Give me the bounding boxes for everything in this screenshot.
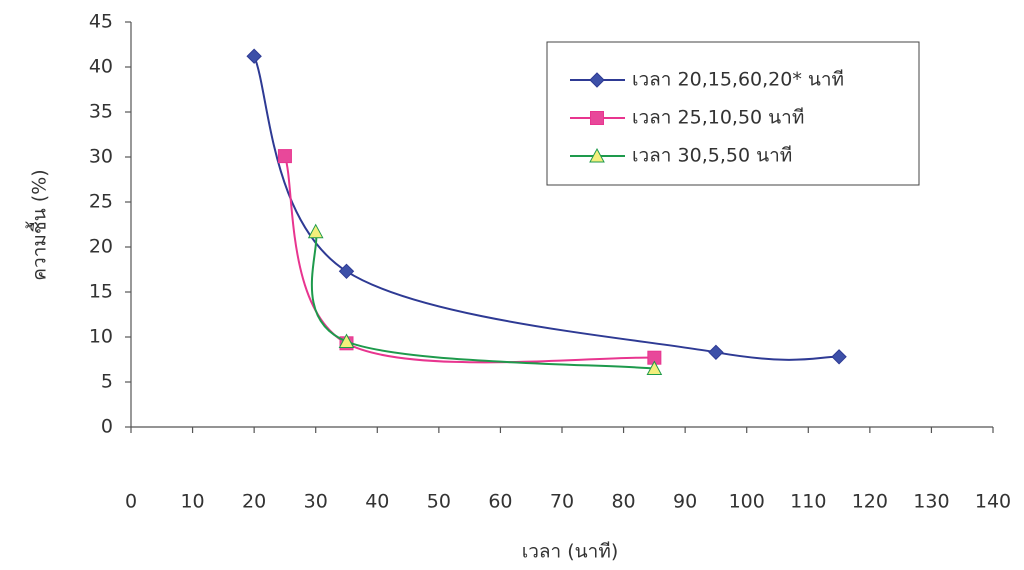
y-tick-label: 35 (89, 101, 113, 123)
y-tick-label: 20 (89, 236, 113, 258)
x-axis-label: เวลา (นาที) (522, 541, 619, 563)
legend-marker (591, 112, 604, 125)
chart: เวลา (นาที) ความชื้น (%) 0 5 10 15 20 25 30 35 4… (0, 0, 1024, 570)
x-tick-label: 70 (550, 491, 574, 513)
y-axis-label: ความชื้น (%) (26, 169, 51, 280)
y-tick-label: 10 (89, 326, 113, 348)
legend-label: เวลา 20,15,60,20* นาที (632, 69, 844, 91)
legend-label: เวลา 30,5,50 นาที (632, 145, 792, 167)
x-tick-label: 110 (790, 491, 826, 513)
y-tick-label: 25 (89, 191, 113, 213)
x-tick-label: 40 (365, 491, 389, 513)
x-tick-label: 130 (913, 491, 949, 513)
y-tick-label: 0 (101, 416, 113, 438)
x-tick-label: 20 (242, 491, 266, 513)
marker (278, 150, 291, 163)
y-tick-label: 40 (89, 56, 113, 78)
y-tick-label: 5 (101, 371, 113, 393)
x-tick-label: 60 (488, 491, 512, 513)
y-tick-label: 30 (89, 146, 113, 168)
x-tick-label: 100 (729, 491, 765, 513)
x-tick-label: 10 (180, 491, 204, 513)
page: เวลา (นาที) ความชื้น (%) 0 5 10 15 20 25 30 35 4… (0, 0, 1024, 570)
y-tick-label: 45 (89, 11, 113, 33)
x-tick-label: 90 (673, 491, 697, 513)
legend-label: เวลา 25,10,50 นาที (632, 107, 804, 129)
x-tick-label: 50 (427, 491, 451, 513)
background (0, 0, 1024, 570)
y-tick-label: 15 (89, 281, 113, 303)
x-tick-label: 140 (975, 491, 1011, 513)
x-tick-label: 80 (611, 491, 635, 513)
x-tick-label: 0 (125, 491, 137, 513)
x-tick-label: 30 (304, 491, 328, 513)
x-tick-label: 120 (852, 491, 888, 513)
